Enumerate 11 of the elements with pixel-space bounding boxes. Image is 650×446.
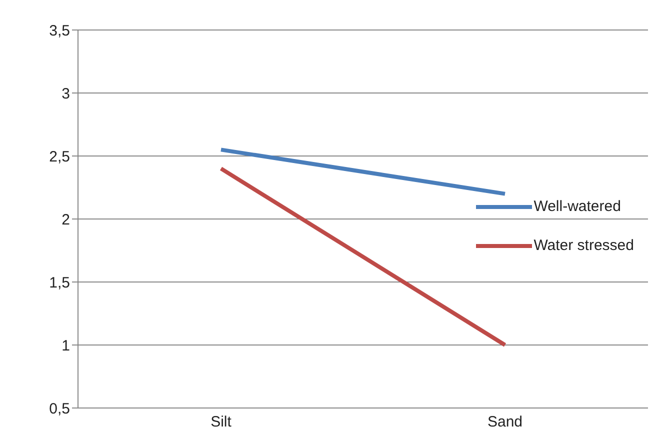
y-tick-label: 3,5 — [49, 22, 70, 40]
y-tick-label: 2 — [62, 211, 70, 228]
y-tick-label: 1,5 — [49, 274, 70, 292]
x-tick-label: Sand — [487, 414, 523, 431]
legend-label: Water stressed — [534, 237, 634, 254]
y-tick-label: 3 — [62, 85, 70, 102]
legend-label: Well-watered — [534, 198, 621, 215]
y-tick-label: 2,5 — [49, 148, 70, 166]
y-tick-label: 0,5 — [49, 400, 70, 418]
y-tick-label: 1 — [62, 337, 70, 354]
x-tick-label: Silt — [210, 414, 232, 431]
